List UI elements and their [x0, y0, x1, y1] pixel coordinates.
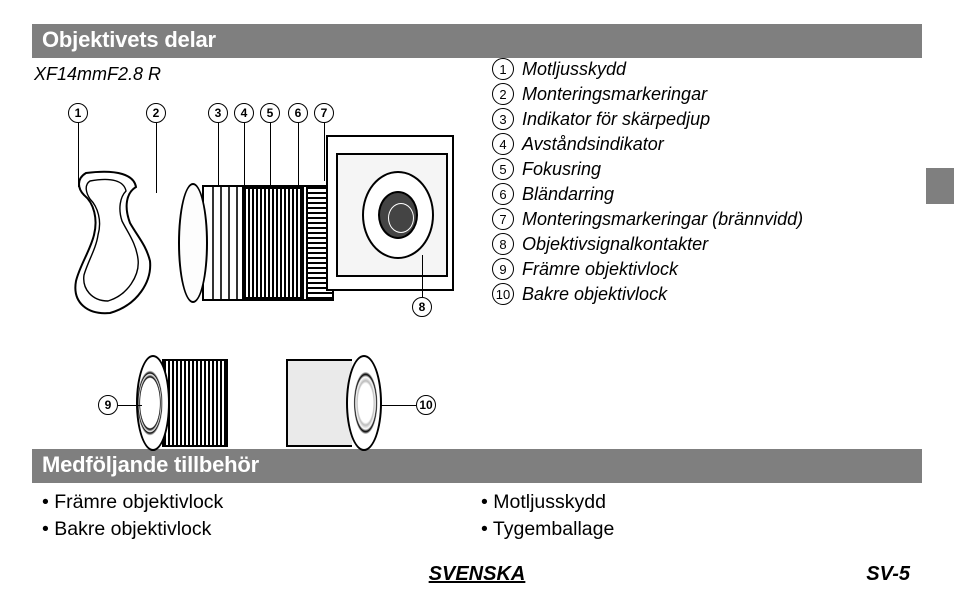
- part-item-2: 2 Monteringsmarkeringar: [492, 83, 922, 105]
- callout-4: 4: [234, 103, 254, 123]
- part-item-6: 6 Bländarring: [492, 183, 922, 205]
- accessories-col-1: Främre objektivlock Bakre objektivlock: [38, 491, 477, 545]
- front-cap-illustration: [136, 355, 226, 453]
- callout-5: 5: [260, 103, 280, 123]
- lens-model-subtitle: XF14mmF2.8 R: [32, 58, 482, 95]
- part-label: Avståndsindikator: [522, 134, 664, 155]
- part-item-5: 5 Fokusring: [492, 158, 922, 180]
- part-item-1: 1 Motljusskydd: [492, 58, 922, 80]
- part-num: 7: [492, 208, 514, 230]
- accessories-col-2: Motljusskydd Tygemballage: [477, 491, 916, 545]
- part-label: Bakre objektivlock: [522, 284, 667, 305]
- callout-10: 10: [416, 395, 436, 415]
- side-tab: [926, 168, 954, 204]
- part-item-10: 10 Bakre objektivlock: [492, 283, 922, 305]
- part-label: Monteringsmarkeringar: [522, 84, 707, 105]
- part-item-4: 4 Avståndsindikator: [492, 133, 922, 155]
- rear-mount-inset: [326, 135, 454, 291]
- callout-7: 7: [314, 103, 334, 123]
- part-num: 3: [492, 108, 514, 130]
- part-num: 4: [492, 133, 514, 155]
- part-num: 9: [492, 258, 514, 280]
- part-num: 8: [492, 233, 514, 255]
- acc-item: Bakre objektivlock: [38, 518, 477, 541]
- part-num: 10: [492, 283, 514, 305]
- callout-2: 2: [146, 103, 166, 123]
- diagram-column: XF14mmF2.8 R 1 2 3 4 5 6 7 8 9 10: [32, 58, 482, 445]
- parts-diagram: 1 2 3 4 5 6 7 8 9 10: [36, 95, 456, 445]
- part-item-8: 8 Objektivsignalkontakter: [492, 233, 922, 255]
- part-item-3: 3 Indikator för skärpedjup: [492, 108, 922, 130]
- part-label: Fokusring: [522, 159, 601, 180]
- part-label: Objektivsignalkontakter: [522, 234, 708, 255]
- part-num: 5: [492, 158, 514, 180]
- callout-8: 8: [412, 297, 432, 317]
- part-item-9: 9 Främre objektivlock: [492, 258, 922, 280]
- top-section: XF14mmF2.8 R 1 2 3 4 5 6 7 8 9 10: [32, 58, 922, 445]
- callout-3: 3: [208, 103, 228, 123]
- part-label: Motljusskydd: [522, 59, 626, 80]
- rear-cap-illustration: [286, 355, 382, 453]
- page-footer-language: SVENSKA: [0, 563, 954, 586]
- part-num: 2: [492, 83, 514, 105]
- section1-header: Objektivets delar: [32, 24, 922, 58]
- lens-body-illustration: [178, 175, 348, 315]
- acc-item: Motljusskydd: [477, 491, 916, 514]
- part-label: Indikator för skärpedjup: [522, 109, 710, 130]
- callout-1: 1: [68, 103, 88, 123]
- lens-hood-illustration: [66, 167, 156, 322]
- acc-item: Främre objektivlock: [38, 491, 477, 514]
- part-num: 1: [492, 58, 514, 80]
- part-item-7: 7 Monteringsmarkeringar (brännvidd): [492, 208, 922, 230]
- part-label: Bländarring: [522, 184, 614, 205]
- part-label: Främre objektivlock: [522, 259, 678, 280]
- part-num: 6: [492, 183, 514, 205]
- parts-list: 1 Motljusskydd 2 Monteringsmarkeringar 3 In…: [482, 58, 922, 445]
- page-number: SV-5: [866, 563, 910, 586]
- part-label: Monteringsmarkeringar (brännvidd): [522, 209, 803, 230]
- callout-9: 9: [98, 395, 118, 415]
- accessories-section: Medföljande tillbehör Främre objektivloc…: [32, 449, 922, 553]
- section2-header: Medföljande tillbehör: [32, 449, 922, 483]
- acc-item: Tygemballage: [477, 518, 916, 541]
- callout-6: 6: [288, 103, 308, 123]
